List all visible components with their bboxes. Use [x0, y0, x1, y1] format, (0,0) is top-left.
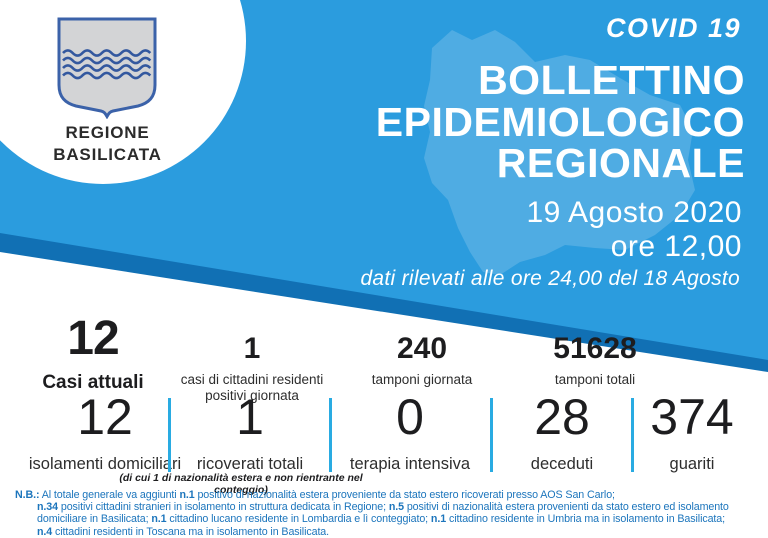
stat-value: 0: [396, 389, 424, 445]
stat-label: deceduti: [530, 455, 594, 473]
stat-label: guariti: [669, 455, 715, 473]
footer-text-segment: positivi cittadini stranieri in isolamen…: [58, 501, 389, 514]
stat-value: 374: [650, 389, 734, 445]
stat-value: 12: [67, 312, 119, 365]
column-divider: [329, 398, 332, 472]
footer-text-segment: positivi di nazionalità estera provenien…: [403, 501, 729, 514]
footer-notes: N.B.: Al totale generale va aggiunti n.1…: [15, 489, 760, 538]
title-line-3: REGIONALE: [496, 140, 745, 186]
stat-label: tamponi giornata: [371, 372, 473, 387]
stat-value: 1: [236, 389, 264, 445]
stat-label: terapia intensiva: [349, 455, 471, 473]
stat-label: ricoverati totali: [196, 455, 304, 473]
stat-value: 240: [396, 332, 448, 365]
footer-text-segment: cittadino lucano residente in Lombardia …: [166, 513, 431, 526]
region-name-line-2: BASILICATA: [53, 144, 162, 164]
stat-label: casi di cittadini residenti positivi gio…: [180, 372, 324, 404]
stat-value: 12: [77, 389, 133, 445]
stat-value: 28: [534, 389, 590, 445]
column-divider: [490, 398, 493, 472]
ricoverati-footnote: (di cui 1 di nazionalità estera e non ri…: [119, 472, 363, 496]
footer-line: n.34 positivi cittadini stranieri in iso…: [15, 501, 760, 513]
footer-text-segment: n.34: [37, 501, 58, 514]
column-divider: [168, 398, 171, 472]
time-line: ore 12,00: [610, 229, 742, 263]
covid-19-label: COVID 19: [605, 13, 741, 43]
title-line-1: BOLLETTINO: [478, 57, 745, 103]
stat-value: 1: [243, 332, 261, 365]
column-divider: [631, 398, 634, 472]
stat-label: tamponi totali: [554, 372, 636, 387]
stat-casi-attuali: 12 Casi attuali: [13, 312, 173, 394]
footer-text-segment: cittadini residenti in Toscana ma in iso…: [52, 525, 330, 538]
footer-text-segment: n.1: [179, 489, 195, 501]
page-title: BOLLETTINO EPIDEMIOLOGICO REGIONALE: [375, 57, 745, 186]
footer-text-segment: domiciliare in Basilicata;: [37, 513, 152, 526]
stat-guariti: 374 guariti: [607, 389, 768, 474]
footer-line: N.B.: Al totale generale va aggiunti n.1…: [15, 489, 760, 501]
stat-tamponi-giornata: 240 tamponi giornata: [337, 316, 507, 388]
basilicata-map-silhouette: [424, 30, 695, 275]
data-collection-note: dati rilevati alle ore 24,00 del 18 Agos…: [360, 267, 740, 290]
basilicata-shield-icon: [57, 17, 157, 119]
stat-value: 51628: [553, 332, 637, 365]
stat-label: Casi attuali: [42, 372, 144, 393]
footer-line: domiciliare in Basilicata; n.1 cittadino…: [15, 513, 760, 525]
title-line-2: EPIDEMIOLOGICO: [375, 98, 745, 145]
footer-text-segment: N.B.:: [15, 489, 40, 501]
footer-text-segment: cittadino residente in Umbria ma in isol…: [446, 513, 726, 526]
date-line: 19 Agosto 2020: [526, 196, 742, 229]
stat-tamponi-totali: 51628 tamponi totali: [510, 316, 680, 388]
region-name-line-1: REGIONE: [65, 123, 150, 142]
stat-isolamenti-domiciliari: 12 isolamenti domiciliari: [20, 389, 190, 474]
stat-positivi-giornata: 1 casi di cittadini residenti positivi g…: [164, 316, 340, 404]
footer-text-segment: n.1: [430, 513, 447, 526]
stat-terapia-intensiva: 0 terapia intensiva: [325, 389, 495, 474]
region-name: REGIONE BASILICATA: [20, 122, 195, 166]
stat-label: isolamenti domiciliari: [28, 455, 182, 473]
footer-line: n.4 cittadini residenti in Toscana ma in…: [15, 526, 760, 538]
footer-text-segment: positivo di nazionalità estera provenien…: [194, 489, 615, 501]
footer-text-segment: n.4: [37, 525, 53, 538]
header-banner: COVID 19 BOLLETTINO EPIDEMIOLOGICO REGIO…: [0, 0, 768, 372]
footer-text-segment: Al totale generale va aggiunti: [39, 489, 180, 501]
bulletin-date: 19 Agosto 2020 ore 12,00: [526, 196, 742, 263]
stat-ricoverati-totali: 1 ricoverati totali: [165, 389, 335, 474]
footer-text-segment: n.5: [388, 501, 404, 514]
stat-deceduti: 28 deceduti: [477, 389, 647, 474]
footer-text-segment: n.1: [151, 513, 167, 526]
